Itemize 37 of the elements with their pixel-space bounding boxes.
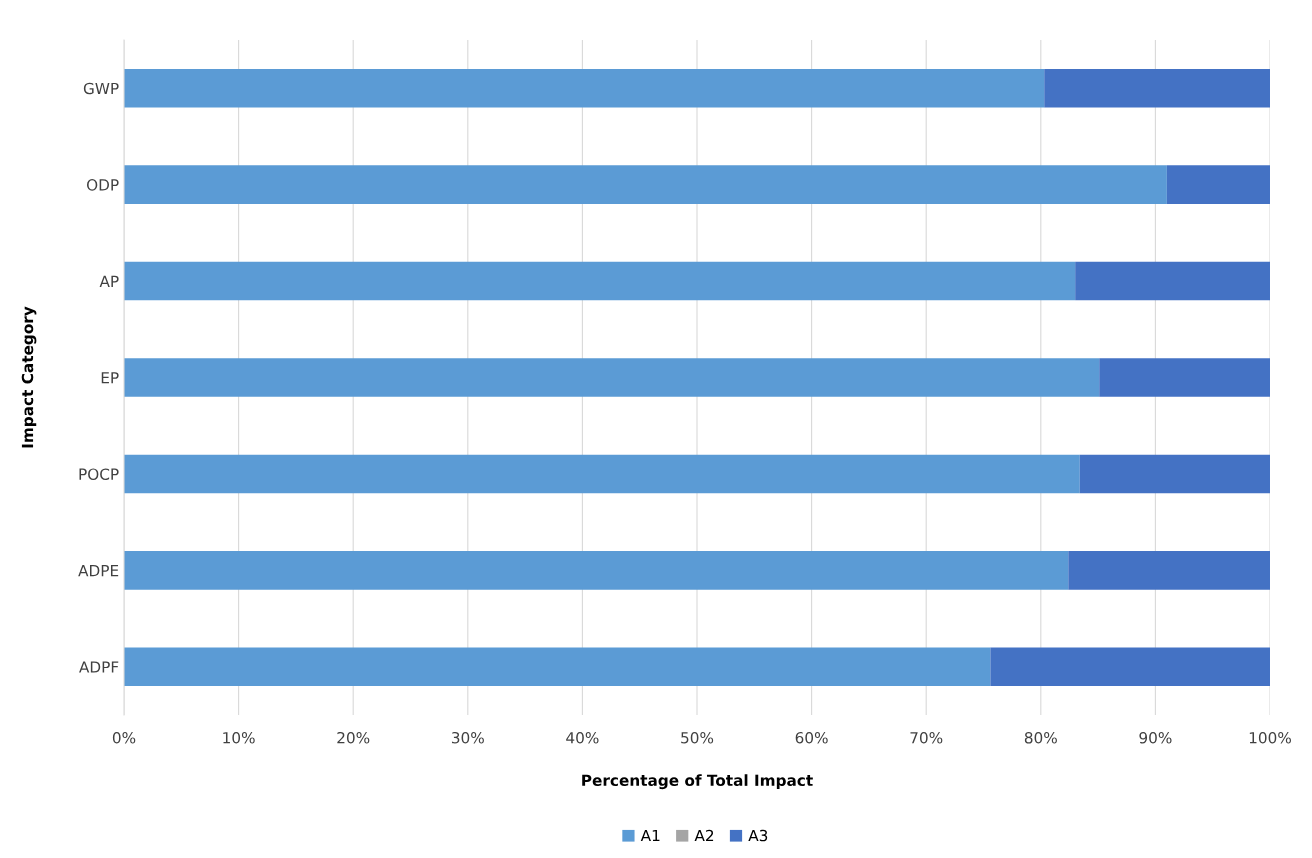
bar — [124, 647, 991, 687]
bar — [1079, 454, 1270, 494]
x-axis-title: Percentage of Total Impact — [582, 774, 813, 790]
x-tick-label: 80% — [1024, 731, 1057, 744]
y-axis-title: Impact Category — [21, 306, 37, 448]
y-tick-label: ODP — [86, 179, 119, 191]
bar — [1044, 68, 1270, 108]
bar — [124, 68, 1045, 108]
legend-label: A2 — [694, 829, 714, 842]
x-tick-label: 30% — [451, 731, 484, 744]
x-tick-label: 40% — [566, 731, 599, 744]
x-tick-label: 100% — [1249, 731, 1291, 744]
x-tick-label: 20% — [337, 731, 370, 744]
y-tick-label: EP — [101, 372, 119, 384]
legend-label: A1 — [640, 829, 660, 842]
y-tick-label: GWP — [83, 82, 119, 95]
x-tick-label: 60% — [795, 731, 828, 744]
bar — [124, 165, 1167, 204]
y-tick-label: ADPE — [78, 565, 119, 577]
x-tick-label: 50% — [681, 731, 714, 744]
x-tick-label: 70% — [910, 731, 943, 744]
legend-label: A3 — [748, 829, 768, 842]
bar — [124, 454, 1080, 494]
y-tick-label: AP — [99, 275, 119, 287]
x-tick-label: 0% — [112, 731, 136, 744]
x-tick-label: 90% — [1139, 731, 1172, 744]
x-tick-label: 10% — [223, 731, 255, 744]
bar — [124, 261, 1076, 301]
bar — [124, 358, 1100, 397]
bar — [124, 551, 1069, 590]
bar — [990, 647, 1270, 687]
bar — [1099, 358, 1270, 397]
bar — [1075, 261, 1270, 301]
bar — [1068, 551, 1270, 590]
y-tick-label: POCP — [79, 468, 119, 480]
y-tick-label: ADPF — [79, 661, 119, 673]
bar — [1166, 165, 1270, 204]
